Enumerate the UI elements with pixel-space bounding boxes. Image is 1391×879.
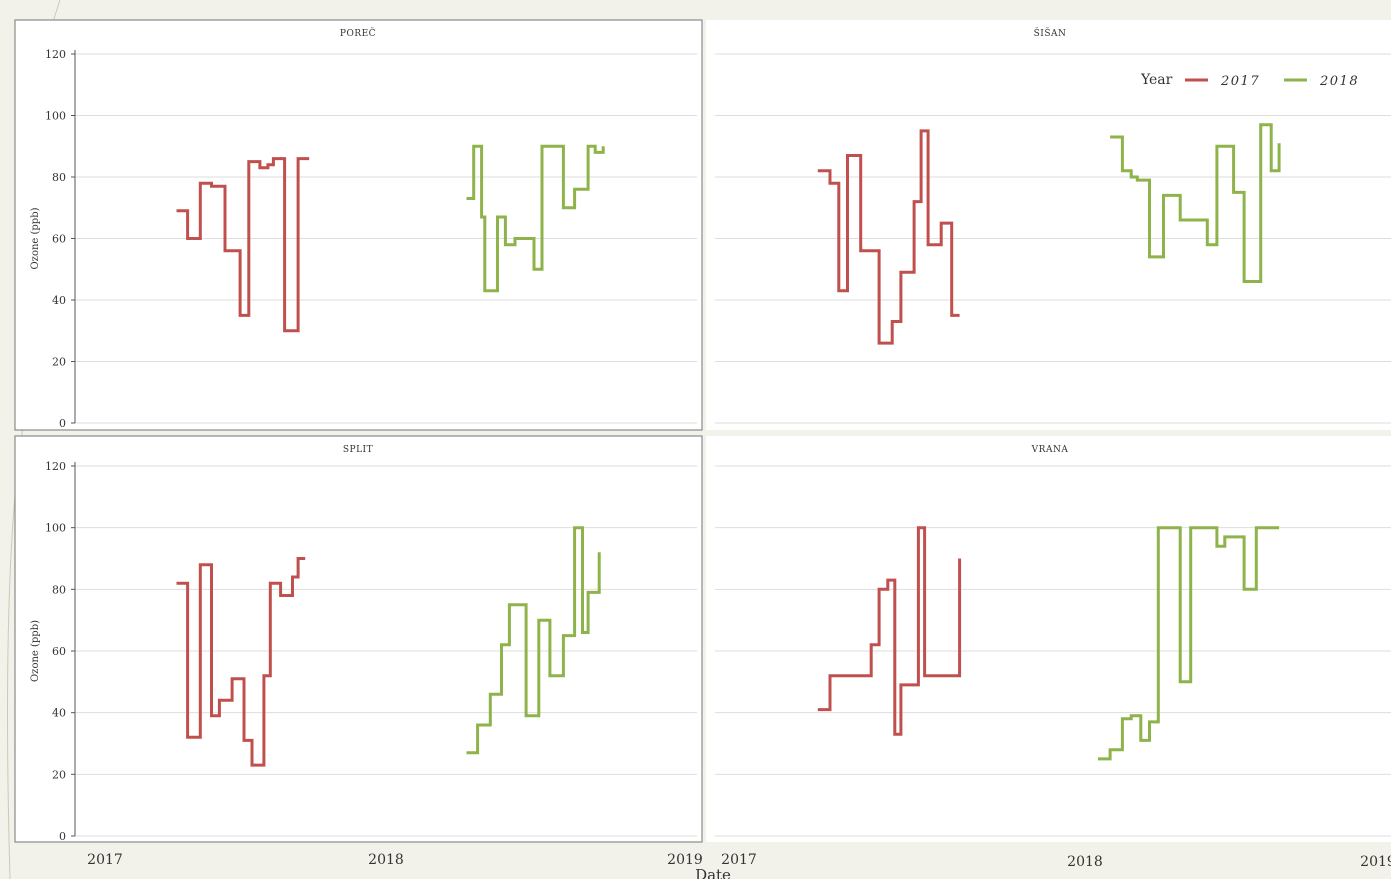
legend-label-2018: 2018 [1319,74,1359,89]
panel-poreč: 0 20 40 60 80 100 120 Ozone (ppb) POREČ [14,19,703,431]
panels-group: 0 20 40 60 80 100 120 Ozone (ppb) POREČ ŠIŠAN 0 20 4… [14,19,1391,843]
y-tick-label: 100 [45,522,66,535]
series-line-2018 [1097,526,1280,761]
y-tick-label: 60 [52,645,66,658]
x-tick-label: 2019 [667,852,703,868]
y-tick-label: 40 [52,707,66,720]
series-line-2018 [466,144,605,293]
y-tick-label: 40 [52,294,66,307]
y-tick-label: 0 [59,417,66,430]
panel-frame [14,19,703,431]
panel-title: VRANA [1031,445,1069,455]
series-line-2017 [817,526,962,736]
y-tick-label: 60 [52,233,66,246]
panel-split: 0 20 40 60 80 100 120 Ozone (ppb) SPLIT [14,435,703,843]
series-line-2017 [176,157,310,333]
y-tick-label: 120 [45,460,66,473]
panel-šišan: ŠIŠAN [706,20,1391,430]
y-axis-label: Ozone (ppb) [30,620,41,682]
panel-vrana: VRANA [706,436,1391,842]
y-tick-label: 0 [59,830,66,843]
x-axis-label: Date [695,866,731,879]
series-line-2018 [466,526,601,755]
x-tick-label: 2018 [1067,854,1103,870]
x-tick-label: 2019 [1360,854,1391,870]
panel-background [706,436,1391,842]
y-tick-label: 80 [52,171,66,184]
y-tick-label: 120 [45,48,66,61]
y-tick-label: 20 [52,768,66,781]
y-tick-label: 20 [52,356,66,369]
panel-frame [14,435,703,843]
panel-title: ŠIŠAN [1034,27,1067,39]
y-tick-label: 100 [45,110,66,123]
legend-label-2017: 2017 [1220,74,1260,89]
series-line-2017 [176,557,306,767]
series-line-2018 [1110,123,1281,283]
panel-background [15,436,702,842]
x-tick-label: 2018 [368,852,404,868]
panel-background [15,20,702,430]
panel-title: POREČ [340,27,376,39]
panel-title: SPLIT [343,445,373,455]
x-tick-label: 2017 [87,852,123,868]
x-tick-label: 2017 [721,852,757,868]
legend: Year 2017 2018 [1140,72,1359,89]
legend-title: Year [1140,72,1173,88]
series-line-2017 [817,129,960,345]
y-tick-label: 80 [52,583,66,596]
y-axis-label: Ozone (ppb) [30,207,41,269]
